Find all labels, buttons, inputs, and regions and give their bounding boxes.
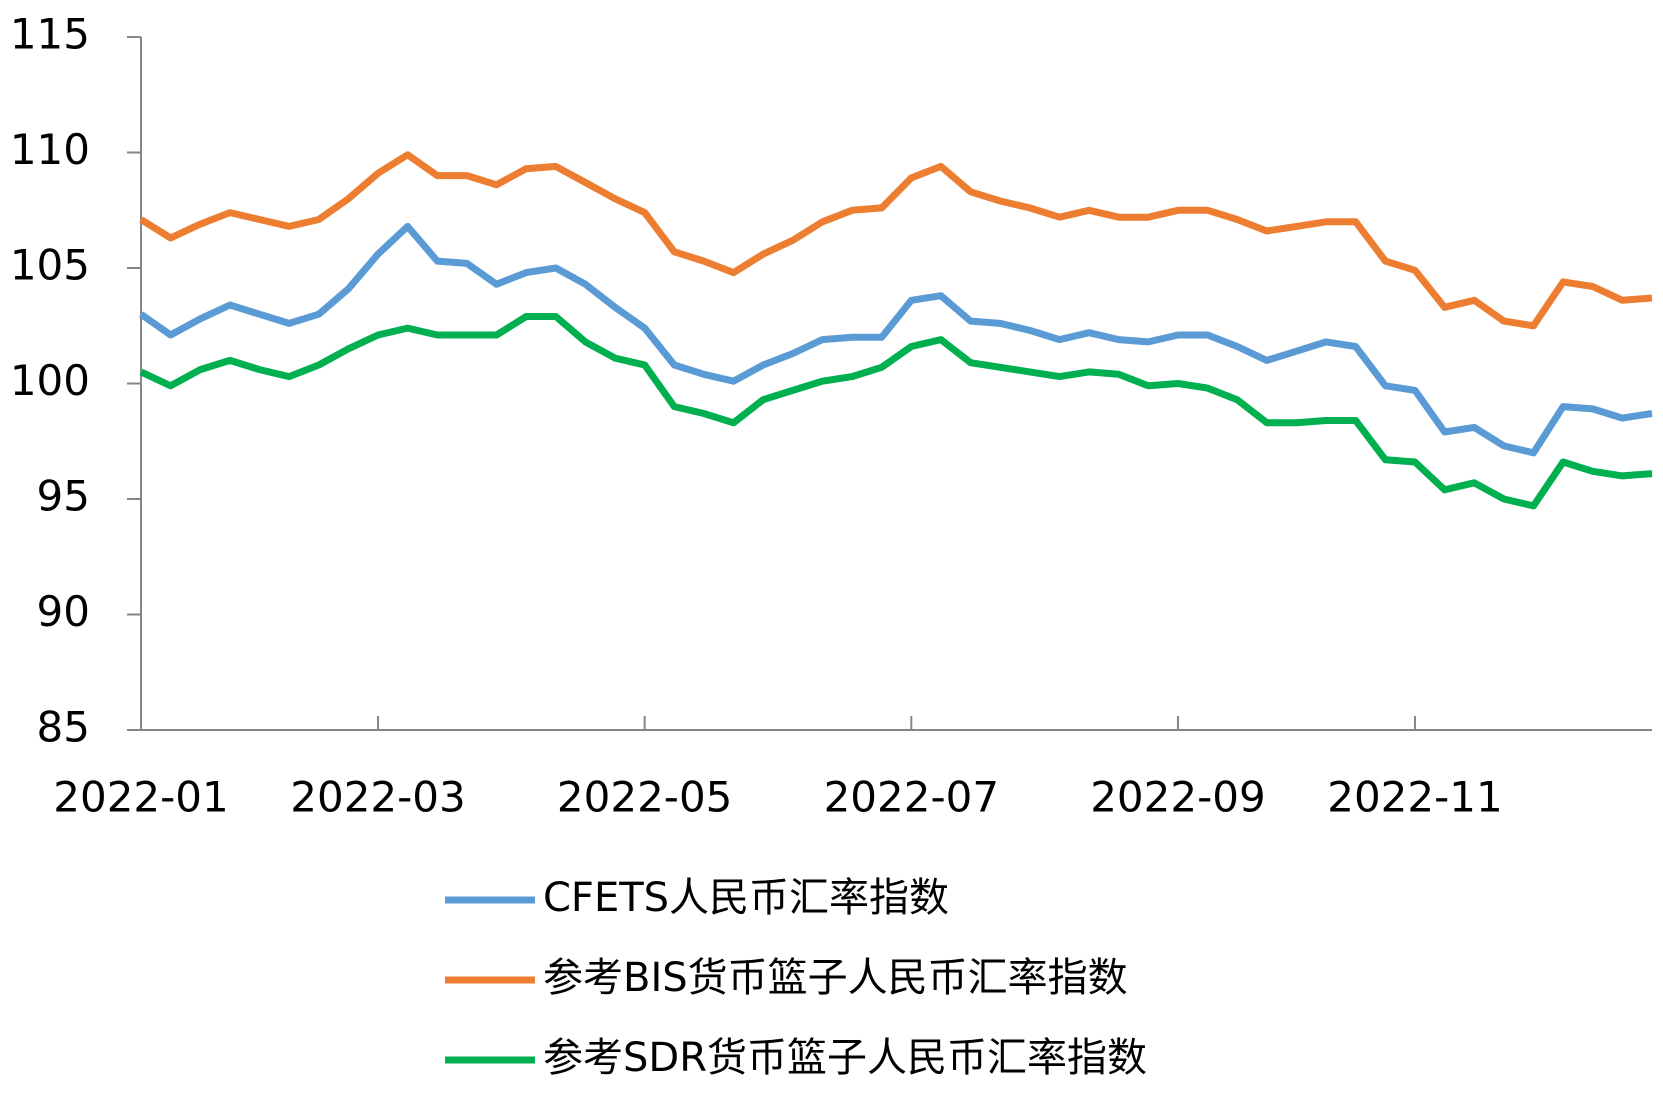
legend-label: CFETS人民币汇率指数 [543, 875, 949, 921]
y-tick-label: 90 [37, 587, 90, 636]
legend-label: 参考BIS货币篮子人民币汇率指数 [543, 955, 1128, 1001]
y-tick-label: 85 [37, 703, 90, 752]
x-tick-label: 2022-01 [53, 773, 229, 822]
series-line [139, 151, 1653, 330]
y-tick-label: 115 [10, 10, 90, 59]
x-tick-label: 2022-05 [557, 773, 733, 822]
x-tick-label: 2022-11 [1327, 773, 1503, 822]
x-tick-label: 2022-09 [1090, 773, 1266, 822]
series-line [139, 313, 1653, 510]
series-line [138, 222, 1653, 457]
y-tick-label: 110 [10, 125, 90, 174]
x-tick-label: 2022-03 [290, 773, 466, 822]
y-tick-label: 100 [10, 356, 90, 405]
legend-label: 参考SDR货币篮子人民币汇率指数 [543, 1035, 1147, 1081]
y-tick-label: 105 [10, 241, 90, 290]
x-tick-label: 2022-07 [824, 773, 1000, 822]
y-tick-label: 95 [37, 472, 90, 521]
